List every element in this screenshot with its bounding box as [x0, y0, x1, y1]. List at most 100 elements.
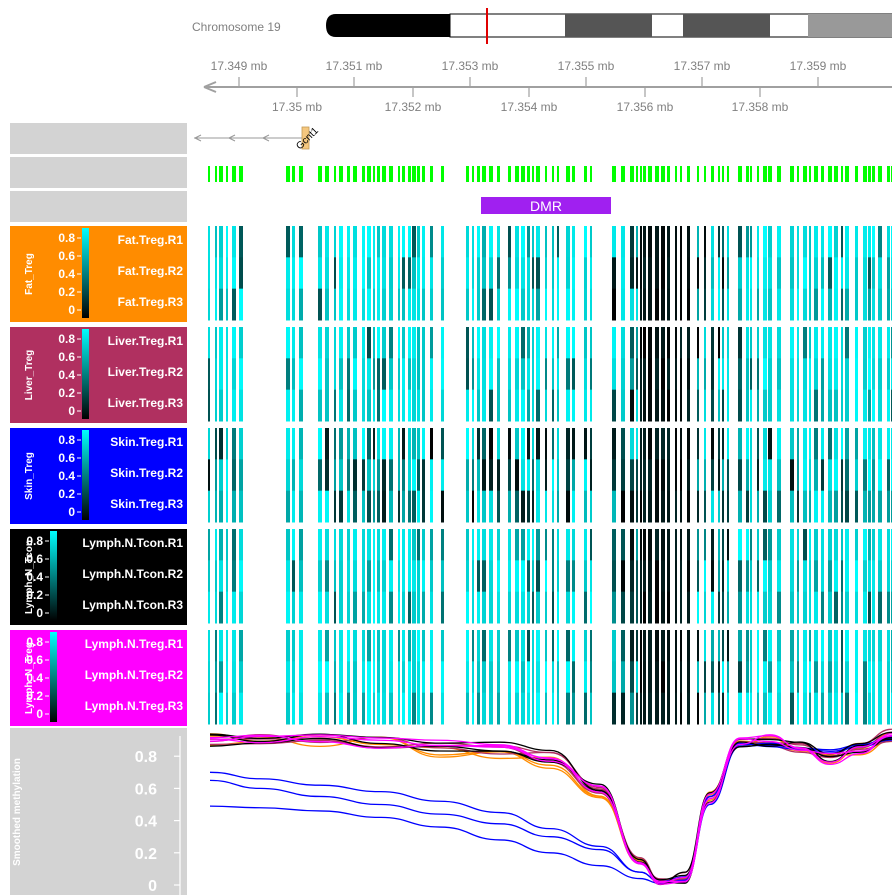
- cpg-site: [299, 166, 303, 182]
- heatmap-cell: [828, 661, 832, 694]
- heatmap-cell: [763, 459, 767, 492]
- heatmap-cell: [572, 692, 575, 725]
- heatmap-cell: [863, 529, 867, 561]
- heatmap-cell: [680, 630, 682, 662]
- heatmap-cell: [697, 529, 699, 561]
- heatmap-cell: [863, 389, 867, 422]
- heatmap-cell: [226, 428, 228, 460]
- scale-tick-label: 0.4: [26, 570, 43, 584]
- heatmap-cell: [489, 630, 493, 662]
- heatmap-cell: [777, 428, 781, 460]
- heatmap-cell: [334, 459, 336, 492]
- heatmap-cell: [675, 459, 677, 492]
- heatmap-cell: [648, 358, 652, 391]
- heatmap-cell: [482, 389, 486, 422]
- heatmap-cell: [362, 389, 365, 422]
- heatmap-cell: [727, 591, 729, 624]
- heatmap-cell: [552, 226, 554, 258]
- heatmap-cell: [704, 327, 706, 359]
- heatmap-cell: [508, 288, 511, 321]
- heatmap-cell: [515, 630, 519, 662]
- heatmap-cell: [687, 257, 690, 290]
- heatmap-cell: [466, 560, 469, 593]
- heatmap-cell: [286, 692, 290, 725]
- heatmap-cell: [532, 226, 534, 258]
- heatmap-cell: [239, 490, 243, 523]
- heatmap-cell: [422, 661, 425, 694]
- heatmap-cell: [527, 459, 530, 492]
- heatmap-cell: [814, 459, 818, 492]
- scale-tick-label: 0.6: [58, 451, 75, 465]
- heatmap-cell: [821, 327, 824, 359]
- heatmap-cell: [704, 591, 706, 624]
- heatmap-cell: [855, 327, 858, 359]
- scale-tick-label: 0.4: [58, 267, 75, 281]
- heatmap-cell: [226, 389, 228, 422]
- scale-tick-label: 0: [68, 303, 75, 317]
- heatmap-cell: [661, 630, 665, 662]
- heatmap-cell: [777, 630, 781, 662]
- heatmap-cell: [687, 630, 690, 662]
- heatmap-cell: [621, 288, 625, 321]
- heatmap-cell: [680, 490, 682, 523]
- heatmap-cell: [334, 428, 336, 460]
- heatmap-cell: [299, 661, 303, 694]
- heatmap-cell: [232, 327, 236, 359]
- heatmap-cell: [402, 661, 405, 694]
- heatmap-cell: [803, 490, 807, 523]
- smoothed-y-tick-label: 0.6: [135, 781, 157, 798]
- chromosome-label: Chromosome 19: [192, 20, 281, 34]
- heatmap-cell: [704, 358, 706, 391]
- heatmap-cell: [872, 591, 875, 624]
- heatmap-cell: [362, 257, 365, 290]
- heatmap-cell: [667, 661, 670, 694]
- heatmap-cell: [584, 490, 587, 523]
- heatmap-cell: [412, 591, 416, 624]
- heatmap-cell: [208, 591, 210, 624]
- heatmap-cell: [572, 490, 575, 523]
- heatmap-cell: [711, 358, 714, 391]
- heatmap-cell: [299, 358, 303, 391]
- heatmap-cell: [797, 327, 799, 359]
- heatmap-cell: [648, 692, 652, 725]
- heatmap-cell: [367, 226, 371, 258]
- heatmap-cell: [814, 661, 818, 694]
- heatmap-cell: [750, 327, 752, 359]
- heatmap-cell: [868, 591, 871, 624]
- heatmap-cell: [232, 358, 236, 391]
- scale-tick-label: 0.8: [26, 534, 43, 548]
- smoothed-track-title: Smoothed methylation: [12, 758, 23, 866]
- heatmap-cell: [790, 288, 794, 321]
- heatmap-cell: [777, 459, 781, 492]
- heatmap-cell: [572, 591, 575, 624]
- heatmap-cell: [722, 327, 724, 359]
- heatmap-cell: [417, 560, 420, 593]
- heatmap-cell: [536, 661, 540, 694]
- heatmap-cell: [489, 288, 493, 321]
- heatmap-cell: [334, 490, 336, 523]
- heatmap-cell: [472, 529, 474, 561]
- cpg-site: [727, 166, 729, 182]
- heatmap-cell: [768, 692, 772, 725]
- heatmap-cell: [797, 226, 799, 258]
- heatmap-cell: [377, 560, 380, 593]
- heatmap-cell: [621, 257, 625, 290]
- heatmap-cell: [208, 459, 210, 492]
- heatmap-cell: [814, 630, 818, 662]
- heatmap-cell: [545, 630, 547, 662]
- heatmap-cell: [855, 257, 858, 290]
- heatmap-cell: [402, 358, 405, 391]
- cpg-site: [377, 166, 380, 182]
- smoothed-track-header: [10, 728, 187, 895]
- heatmap-cell: [821, 358, 824, 391]
- cpg-track-header: [10, 157, 187, 188]
- heatmap-cell: [828, 389, 832, 422]
- heatmap-cell: [536, 226, 540, 258]
- heatmap-cell: [422, 459, 425, 492]
- heatmap-cell: [367, 630, 371, 662]
- heatmap-cell: [557, 428, 559, 460]
- axis-top-ticks: 17.349 mb 17.351 mb 17.353 mb 17.355 mb 17.3…: [211, 59, 847, 87]
- heatmap-cell: [521, 490, 525, 523]
- heatmap-cell: [417, 226, 420, 258]
- heatmap-cell: [630, 591, 634, 624]
